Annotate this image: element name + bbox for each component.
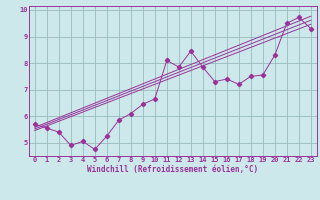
X-axis label: Windchill (Refroidissement éolien,°C): Windchill (Refroidissement éolien,°C) (87, 165, 258, 174)
